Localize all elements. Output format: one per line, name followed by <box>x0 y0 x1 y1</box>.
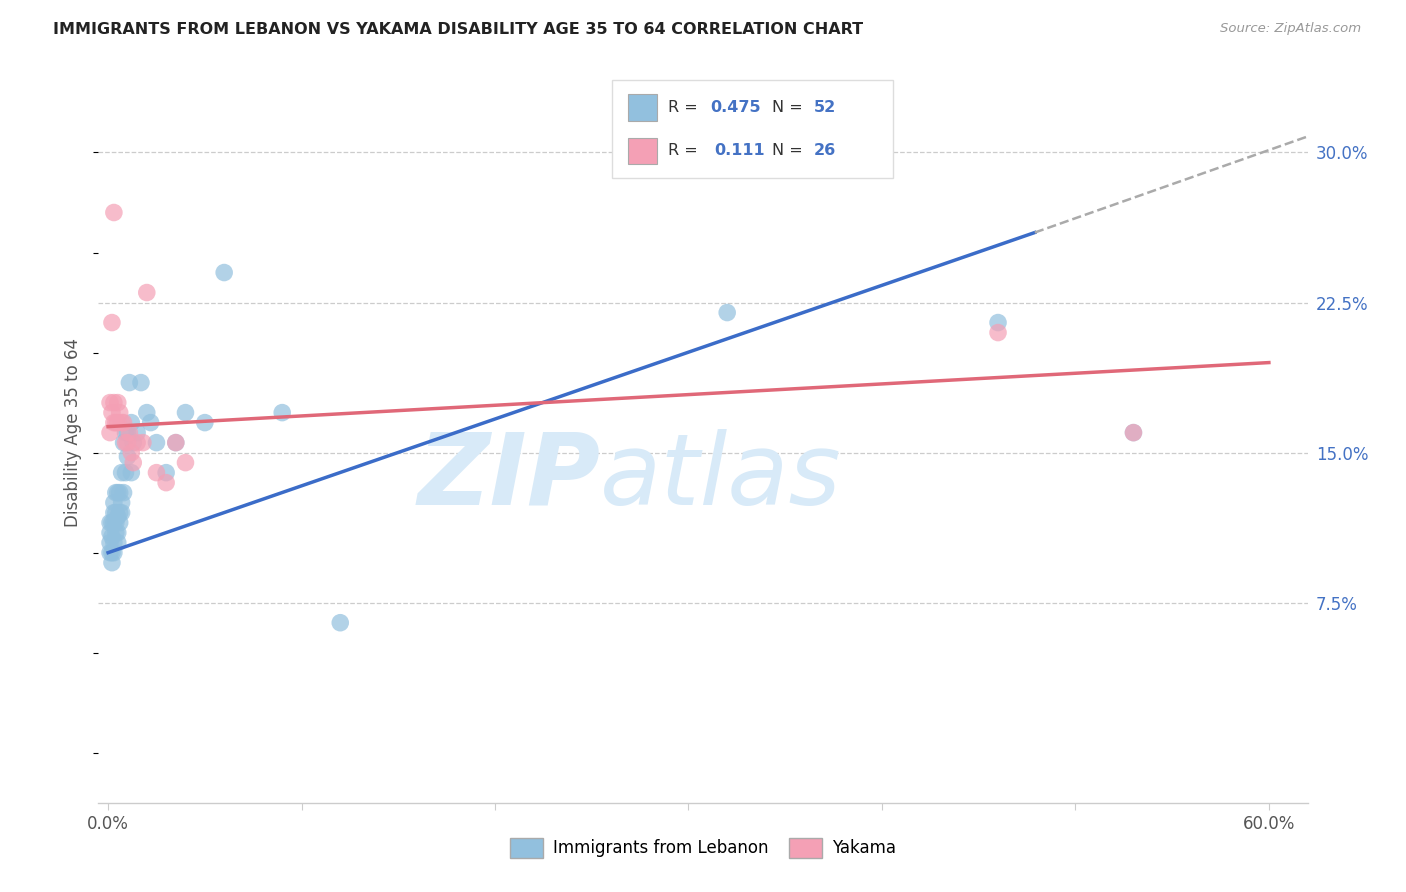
Point <box>108 506 131 520</box>
Point <box>987 316 1010 330</box>
Point <box>103 496 125 510</box>
Text: 0.475: 0.475 <box>710 100 761 115</box>
Point <box>98 535 121 549</box>
Point <box>135 406 157 420</box>
Point <box>120 466 142 480</box>
Point <box>98 395 121 409</box>
Point <box>104 516 127 530</box>
Point <box>174 456 197 470</box>
Text: Source: ZipAtlas.com: Source: ZipAtlas.com <box>1220 22 1361 36</box>
Point <box>120 416 142 430</box>
Point <box>271 406 294 420</box>
Point <box>101 546 124 560</box>
Text: 0.111: 0.111 <box>714 144 765 159</box>
Text: IMMIGRANTS FROM LEBANON VS YAKAMA DISABILITY AGE 35 TO 64 CORRELATION CHART: IMMIGRANTS FROM LEBANON VS YAKAMA DISABI… <box>53 22 863 37</box>
Point <box>118 425 141 440</box>
Point <box>155 475 177 490</box>
Point <box>98 425 121 440</box>
Point <box>104 506 127 520</box>
Point <box>103 546 125 560</box>
Point <box>139 416 162 430</box>
Point <box>101 316 124 330</box>
Point <box>117 425 139 440</box>
Point <box>101 556 124 570</box>
Point <box>101 406 124 420</box>
Text: ZIP: ZIP <box>418 428 600 525</box>
Point <box>129 376 152 390</box>
Point <box>212 266 235 280</box>
Point <box>111 416 134 430</box>
Point <box>145 466 167 480</box>
Legend: Immigrants from Lebanon, Yakama: Immigrants from Lebanon, Yakama <box>503 831 903 865</box>
Point <box>114 466 136 480</box>
Point <box>104 525 127 540</box>
Point <box>103 506 125 520</box>
Text: R =: R = <box>668 144 707 159</box>
Point <box>111 466 134 480</box>
Text: N =: N = <box>772 100 808 115</box>
Point <box>103 416 125 430</box>
Point <box>98 525 121 540</box>
Point <box>104 416 127 430</box>
Text: 26: 26 <box>814 144 837 159</box>
Point <box>987 326 1010 340</box>
Point <box>103 516 125 530</box>
Point <box>112 485 135 500</box>
Point <box>108 485 131 500</box>
Point <box>117 435 139 450</box>
Point <box>98 516 121 530</box>
Point <box>107 416 129 430</box>
Point <box>107 535 129 549</box>
Point <box>122 456 145 470</box>
Point <box>107 485 129 500</box>
Point <box>117 450 139 464</box>
Point <box>103 535 125 549</box>
Point <box>132 435 155 450</box>
Text: 52: 52 <box>814 100 837 115</box>
Point <box>716 305 738 319</box>
Point <box>118 376 141 390</box>
Text: N =: N = <box>772 144 808 159</box>
Point <box>103 395 125 409</box>
Point <box>145 435 167 450</box>
Point <box>107 395 129 409</box>
Point <box>111 496 134 510</box>
Point <box>107 525 129 540</box>
Point <box>329 615 352 630</box>
Point <box>114 435 136 450</box>
Point <box>107 509 129 524</box>
Point <box>165 435 187 450</box>
Point <box>108 516 131 530</box>
Point <box>122 435 145 450</box>
Point <box>98 546 121 560</box>
Y-axis label: Disability Age 35 to 64: Disability Age 35 to 64 <box>65 338 83 527</box>
Point <box>194 416 217 430</box>
Point <box>127 425 149 440</box>
Point <box>104 485 127 500</box>
Point <box>108 406 131 420</box>
Point <box>112 416 135 430</box>
Text: atlas: atlas <box>600 428 842 525</box>
Point <box>1122 425 1144 440</box>
Point <box>101 530 124 544</box>
Point <box>127 435 149 450</box>
Point <box>155 466 177 480</box>
Point <box>174 406 197 420</box>
Point <box>103 205 125 219</box>
Point <box>120 445 142 459</box>
Point <box>101 516 124 530</box>
Point <box>1122 425 1144 440</box>
Point <box>112 435 135 450</box>
Point <box>165 435 187 450</box>
Point <box>114 425 136 440</box>
Point <box>135 285 157 300</box>
Point <box>111 506 134 520</box>
Text: R =: R = <box>668 100 703 115</box>
